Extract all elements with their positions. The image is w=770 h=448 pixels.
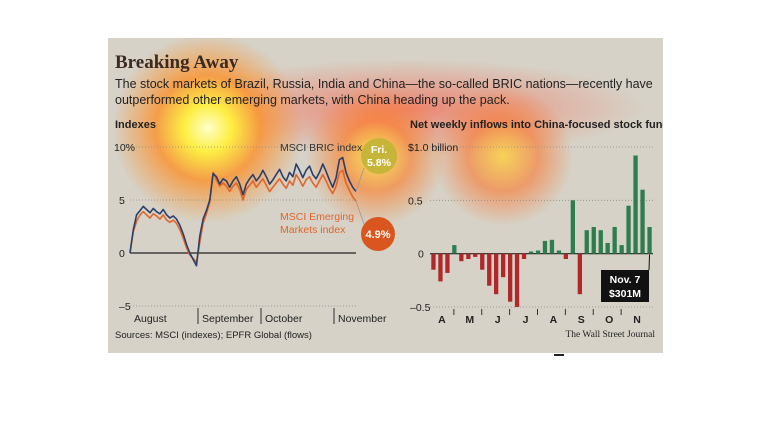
- callout-box: [601, 270, 649, 302]
- right-x-tick-label: O: [605, 314, 613, 326]
- inflow-bar: [501, 253, 506, 278]
- bric-end-bubble: [361, 138, 397, 174]
- chart-subtitle: The stock markets of Brazil, Russia, Ind…: [115, 77, 653, 107]
- inflow-bar: [591, 227, 596, 254]
- inflow-bar: [549, 239, 555, 254]
- callout-value: $301M: [609, 288, 641, 300]
- inflow-bar: [647, 227, 652, 254]
- publisher-credit: The Wall Street Journal: [565, 330, 655, 340]
- inflow-bar: [521, 253, 527, 259]
- emerging-series-label: MSCI Emerging: [280, 211, 354, 223]
- inflow-bar: [514, 253, 520, 307]
- emerging-markets-line: [129, 169, 357, 264]
- inflow-bar: [535, 250, 541, 254]
- left-y-tick-label: 5: [119, 195, 125, 207]
- inflow-bar: [473, 253, 478, 257]
- right-y-tick-label: 0: [418, 249, 424, 261]
- inflow-bar: [459, 253, 464, 262]
- callout-date: Nov. 7: [610, 274, 641, 286]
- right-x-tick-label: N: [633, 314, 641, 326]
- right-chart-title: Net weekly inflows into China-focused st…: [410, 119, 663, 131]
- inflow-bar: [431, 253, 436, 270]
- inflow-bar: [508, 253, 513, 302]
- left-x-tick-label: November: [338, 313, 387, 325]
- bric-end-value: 5.8%: [367, 157, 392, 169]
- inflow-bar: [633, 155, 638, 254]
- inflow-bar: [452, 245, 457, 254]
- inflow-bar: [438, 253, 443, 282]
- right-x-tick-label: A: [438, 314, 446, 326]
- right-x-tick-label: J: [495, 314, 501, 326]
- left-y-tick-label: –5: [119, 301, 131, 313]
- inflow-bar: [563, 253, 568, 259]
- inflow-bar: [528, 251, 534, 254]
- inflow-bar: [494, 253, 499, 295]
- inflow-bar: [445, 253, 450, 273]
- inflow-bar: [487, 253, 492, 286]
- right-x-tick-label: M: [465, 314, 474, 326]
- right-x-tick-label: A: [550, 314, 558, 326]
- left-x-tick-label: October: [265, 313, 303, 325]
- inflow-bar: [612, 227, 617, 254]
- right-x-tick-label: J: [523, 314, 529, 326]
- source-note: Sources: MSCI (indexes); EPFR Global (fl…: [115, 330, 312, 341]
- inflow-bar: [542, 240, 548, 254]
- emerging-end-bubble: [361, 217, 395, 251]
- bric-series-label: MSCI BRIC index: [280, 142, 363, 154]
- left-x-tick-label: September: [202, 313, 254, 325]
- inflow-bar: [598, 230, 603, 254]
- bric-end-label: Fri.: [371, 144, 387, 156]
- inflow-bar: [626, 205, 631, 254]
- left-y-tick-label: 0: [119, 248, 125, 260]
- inflow-bar: [584, 230, 589, 254]
- inflow-bar: [640, 189, 645, 254]
- right-y-tick-label: 0.5: [408, 195, 423, 207]
- chart-title: Breaking Away: [115, 52, 239, 73]
- left-chart-title: Indexes: [115, 119, 156, 131]
- inflow-bar: [577, 253, 582, 295]
- inflow-bar: [570, 200, 575, 254]
- bric-leader-line: [355, 167, 365, 192]
- credit-underline: [554, 354, 564, 356]
- left-x-tick-label: August: [134, 313, 167, 325]
- inflow-bar: [556, 250, 562, 254]
- emerging-leader-line: [355, 200, 365, 225]
- bric-index-line: [129, 156, 357, 267]
- inflow-bar: [605, 243, 610, 254]
- chart-panel: Breaking Away The stock markets of Brazi…: [108, 38, 663, 353]
- inflow-bar: [480, 253, 485, 270]
- inflow-bar: [466, 253, 471, 259]
- left-y-tick-label: 10%: [114, 142, 135, 154]
- right-y-tick-label: –0.5: [410, 302, 431, 314]
- callout-pointer: [648, 254, 651, 271]
- inflow-bar: [619, 245, 624, 254]
- emerging-series-label: Markets index: [280, 224, 346, 236]
- emerging-end-value: 4.9%: [365, 229, 390, 241]
- right-x-tick-label: S: [578, 314, 585, 326]
- right-y-tick-label: $1.0 billion: [408, 142, 458, 154]
